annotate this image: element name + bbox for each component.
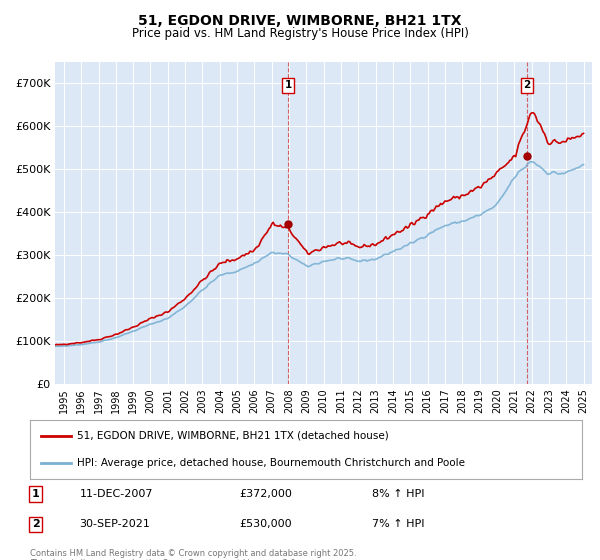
Text: 11-DEC-2007: 11-DEC-2007	[80, 489, 153, 499]
Text: 30-SEP-2021: 30-SEP-2021	[80, 519, 151, 529]
Text: 2: 2	[524, 80, 531, 90]
Text: 1: 1	[284, 80, 292, 90]
Text: Price paid vs. HM Land Registry's House Price Index (HPI): Price paid vs. HM Land Registry's House …	[131, 27, 469, 40]
Text: 1: 1	[32, 489, 40, 499]
Text: £372,000: £372,000	[240, 489, 293, 499]
Text: £530,000: £530,000	[240, 519, 292, 529]
Text: 7% ↑ HPI: 7% ↑ HPI	[372, 519, 425, 529]
Text: 2: 2	[32, 519, 40, 529]
Text: 51, EGDON DRIVE, WIMBORNE, BH21 1TX: 51, EGDON DRIVE, WIMBORNE, BH21 1TX	[138, 14, 462, 28]
Text: 8% ↑ HPI: 8% ↑ HPI	[372, 489, 425, 499]
Text: 51, EGDON DRIVE, WIMBORNE, BH21 1TX (detached house): 51, EGDON DRIVE, WIMBORNE, BH21 1TX (det…	[77, 431, 389, 441]
Text: Contains HM Land Registry data © Crown copyright and database right 2025.
This d: Contains HM Land Registry data © Crown c…	[30, 549, 356, 560]
Text: HPI: Average price, detached house, Bournemouth Christchurch and Poole: HPI: Average price, detached house, Bour…	[77, 458, 465, 468]
